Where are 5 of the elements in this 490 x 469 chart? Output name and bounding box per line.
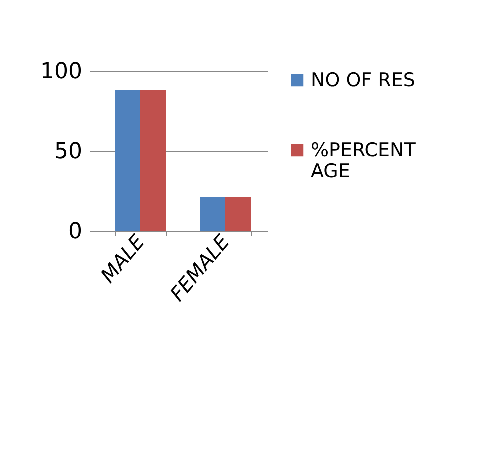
y-tick-label: 100 xyxy=(40,60,82,84)
y-tick-label: 0 xyxy=(68,220,82,244)
y-tick-label: 50 xyxy=(54,140,82,164)
legend-label: %PERCENT AGE xyxy=(311,140,416,182)
legend-label: NO OF RES xyxy=(311,70,416,92)
